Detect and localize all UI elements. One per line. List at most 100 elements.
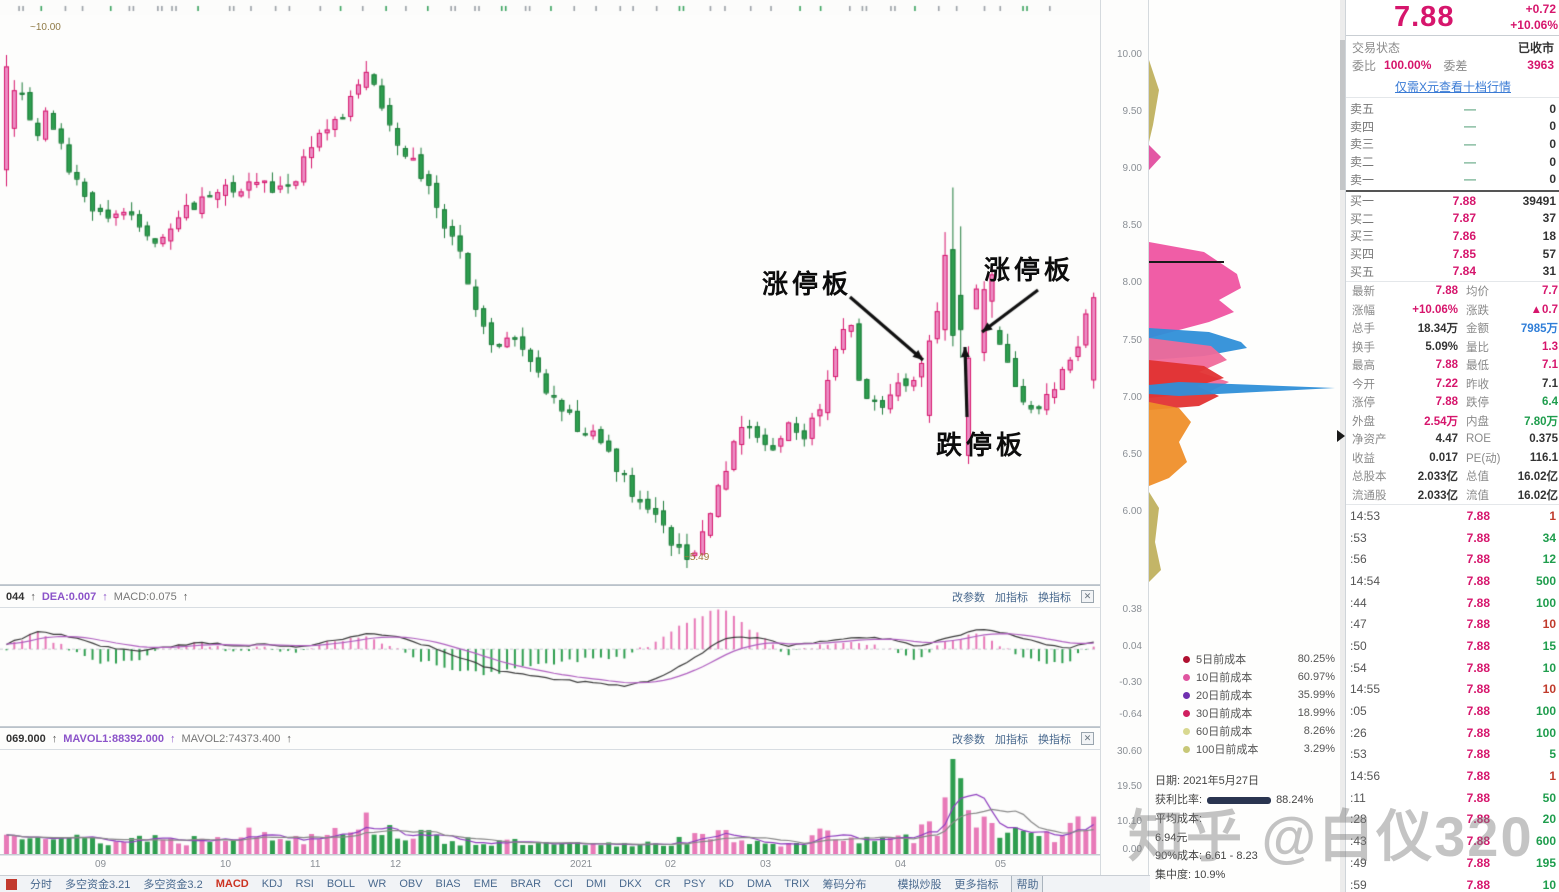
- up-arrow-icon[interactable]: ↑: [51, 732, 58, 745]
- trade-volume: 10: [1542, 682, 1556, 697]
- bid-row[interactable]: 买三 7.86 18: [1346, 227, 1559, 245]
- tab-BIAS[interactable]: BIAS: [435, 878, 461, 890]
- tab-筹码分布[interactable]: 筹码分布: [822, 879, 867, 891]
- close-icon[interactable]: ✕: [1081, 590, 1094, 603]
- panel-scrollbar-track[interactable]: [1340, 0, 1345, 892]
- price-change: +0.72: [1525, 2, 1556, 16]
- tab-多空资金3.21[interactable]: 多空资金3.21: [65, 879, 131, 891]
- low-price-marker: ~5.49: [684, 552, 710, 563]
- ask-volume: 0: [1549, 119, 1556, 134]
- panel-collapse-handle[interactable]: [1337, 430, 1345, 442]
- up-arrow-icon[interactable]: ↑: [286, 732, 292, 745]
- mavol2-value: MAVOL2:74373.400: [181, 732, 281, 745]
- up-arrow-icon[interactable]: ↑: [182, 590, 189, 603]
- bid-volume: 18: [1542, 228, 1556, 243]
- bid-levels: 买一 7.88 39491 买二 7.87 37 买三 7.86 18 买四 7.85 57 买五 7.8…: [1346, 190, 1559, 280]
- up-arrow-icon[interactable]: ↑: [30, 590, 36, 603]
- ask-row[interactable]: 卖三 — 0: [1346, 135, 1559, 153]
- chip-date-row: 日期: 2021年5月27日: [1155, 775, 1259, 787]
- stat-value: 116.1: [1529, 451, 1558, 464]
- bid-level-name: 买四: [1350, 247, 1375, 262]
- tab-BOLL[interactable]: BOLL: [326, 878, 355, 890]
- macd-bar-value: MACD:0.075: [113, 590, 177, 603]
- trade-volume: 34: [1542, 530, 1556, 545]
- tab-TRIX[interactable]: TRIX: [784, 878, 810, 890]
- stat-value: 2.033亿: [1417, 489, 1458, 502]
- trade-volume: 10: [1542, 617, 1556, 632]
- price-axis-label: 9.50: [1122, 106, 1142, 118]
- ask-row[interactable]: 卖四 — 0: [1346, 118, 1559, 136]
- up-arrow-icon[interactable]: ↑: [102, 590, 108, 603]
- tab-EME[interactable]: EME: [473, 878, 498, 890]
- bid-row[interactable]: 买一 7.88 39491: [1346, 192, 1559, 210]
- ask-row[interactable]: 卖五 — 0: [1346, 100, 1559, 118]
- volume-chart[interactable]: [0, 750, 1100, 855]
- tab-PSY[interactable]: PSY: [683, 878, 706, 890]
- bid-volume: 39491: [1522, 193, 1556, 208]
- trade-price: 7.88: [1466, 508, 1490, 523]
- indicator-control-0[interactable]: 改参数: [952, 591, 985, 604]
- tab-BRAR[interactable]: BRAR: [510, 878, 542, 890]
- level2-promo-link[interactable]: 仅需X元查看十档行情: [1346, 76, 1559, 98]
- candlestick-chart[interactable]: [0, 15, 1100, 585]
- tab-CCI[interactable]: CCI: [554, 878, 573, 890]
- stat-row: 换手 5.09% 量比 1.3: [1346, 338, 1559, 357]
- ask-volume: 0: [1549, 101, 1556, 116]
- tab-DMI[interactable]: DMI: [585, 878, 607, 890]
- tab-action-2[interactable]: 帮助: [1011, 876, 1044, 892]
- date-axis-label: 03: [760, 859, 772, 870]
- tab-CR[interactable]: CR: [654, 878, 671, 890]
- stat-label: 内盘: [1466, 415, 1489, 428]
- macd-chart[interactable]: [0, 608, 1100, 727]
- ask-row[interactable]: 卖一 — 0: [1346, 170, 1559, 188]
- stat-label: 最新: [1352, 286, 1375, 299]
- stat-row: 最高 7.88 最低 7.1: [1346, 356, 1559, 375]
- tab-MACD[interactable]: MACD: [215, 878, 249, 890]
- trade-price: 7.88: [1466, 552, 1490, 567]
- date-axis-label: 05: [995, 859, 1007, 870]
- tab-DKX[interactable]: DKX: [619, 878, 642, 890]
- close-icon[interactable]: ✕: [1081, 732, 1094, 745]
- indicator-control-0[interactable]: 改参数: [952, 733, 985, 746]
- tab-OBV[interactable]: OBV: [399, 878, 423, 890]
- stat-label: 流值: [1466, 489, 1489, 502]
- last-price: 7.88: [1394, 1, 1455, 33]
- bid-row[interactable]: 买二 7.87 37: [1346, 210, 1559, 228]
- ask-row[interactable]: 卖二 — 0: [1346, 153, 1559, 171]
- trade-price: 7.88: [1466, 855, 1490, 870]
- stat-row: 流通股 2.033亿 流值 16.02亿: [1346, 486, 1559, 505]
- indicator-control-1[interactable]: 加指标: [995, 591, 1028, 604]
- up-arrow-icon[interactable]: ↑: [169, 732, 176, 745]
- trade-row: :56 7.88 12: [1346, 548, 1559, 570]
- stat-label: 净资产: [1352, 434, 1387, 447]
- tab-KD[interactable]: KD: [718, 878, 734, 890]
- volume-axis-label: 10.10: [1116, 816, 1142, 827]
- indicator-control-2[interactable]: 换指标: [1038, 591, 1071, 604]
- indicator-control-1[interactable]: 加指标: [995, 733, 1028, 746]
- trade-volume: 1: [1549, 508, 1556, 523]
- tab-DMA[interactable]: DMA: [746, 878, 772, 890]
- bid-row[interactable]: 买四 7.85 57: [1346, 245, 1559, 263]
- indicator-tab-bar: 分时 多空资金3.21 多空资金3.2 MACD KDJ RSI BOLL WR OBV BIAS…: [0, 875, 1150, 892]
- tab-WR[interactable]: WR: [367, 878, 387, 890]
- trade-row: :49 7.88 195: [1346, 852, 1559, 874]
- tab-action-1[interactable]: 更多指标: [954, 879, 999, 891]
- bid-row[interactable]: 买五 7.84 31: [1346, 262, 1559, 280]
- tab-KDJ[interactable]: KDJ: [261, 878, 283, 890]
- bid-level-name: 买五: [1350, 264, 1375, 279]
- tick-trade-list[interactable]: 14:53 7.88 1:53 7.88 34:56 7.88 12 14:54 7.88 500…: [1346, 504, 1559, 892]
- legend-dot-icon: [1183, 691, 1190, 699]
- tab-RSI[interactable]: RSI: [295, 878, 314, 890]
- chip-legend-row: 10日前成本 60.97%: [1155, 668, 1335, 686]
- panel-scrollbar-thumb[interactable]: [1340, 40, 1345, 190]
- limit-up-annotation-2: 涨停板: [984, 256, 1075, 285]
- indicator-control-2[interactable]: 换指标: [1038, 733, 1071, 746]
- tab-分时[interactable]: 分时: [30, 879, 52, 891]
- date-axis-label: 09: [95, 859, 107, 870]
- trade-price: 7.88: [1466, 725, 1490, 740]
- trade-time: 14:55: [1350, 682, 1381, 697]
- tab-多空资金3.2[interactable]: 多空资金3.2: [143, 879, 203, 891]
- tab-action-0[interactable]: 模拟炒股: [897, 879, 942, 891]
- stat-label: 涨停: [1352, 397, 1375, 410]
- chip-range-row: 90%成本: 6.61 - 8.23: [1155, 850, 1258, 862]
